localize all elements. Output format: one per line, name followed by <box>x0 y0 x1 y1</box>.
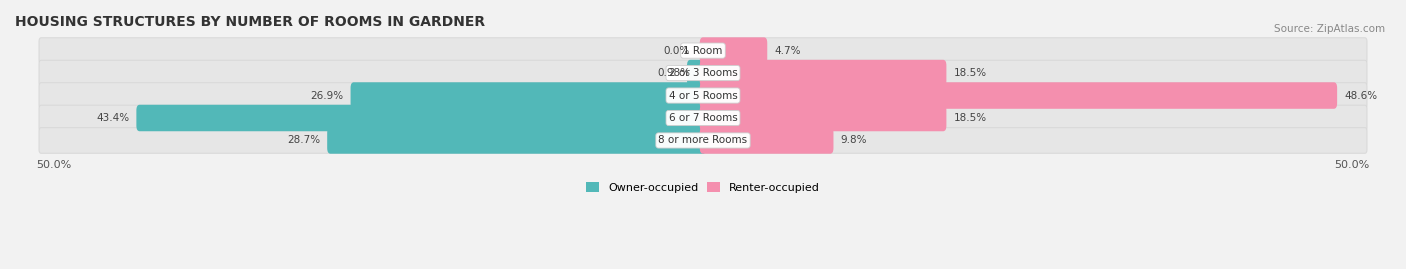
Text: 8 or more Rooms: 8 or more Rooms <box>658 136 748 146</box>
Text: 1 Room: 1 Room <box>683 45 723 56</box>
FancyBboxPatch shape <box>39 38 1367 63</box>
FancyBboxPatch shape <box>700 37 768 64</box>
Text: Source: ZipAtlas.com: Source: ZipAtlas.com <box>1274 24 1385 34</box>
Text: 18.5%: 18.5% <box>953 113 987 123</box>
FancyBboxPatch shape <box>700 60 946 86</box>
FancyBboxPatch shape <box>39 105 1367 131</box>
FancyBboxPatch shape <box>328 127 706 154</box>
Text: 4.7%: 4.7% <box>775 45 801 56</box>
Text: 2 or 3 Rooms: 2 or 3 Rooms <box>669 68 737 78</box>
Text: 9.8%: 9.8% <box>841 136 868 146</box>
Text: 28.7%: 28.7% <box>287 136 321 146</box>
Text: 6 or 7 Rooms: 6 or 7 Rooms <box>669 113 737 123</box>
Text: 48.6%: 48.6% <box>1344 91 1378 101</box>
FancyBboxPatch shape <box>700 82 1337 109</box>
Text: 0.0%: 0.0% <box>664 45 690 56</box>
FancyBboxPatch shape <box>39 60 1367 86</box>
Text: HOUSING STRUCTURES BY NUMBER OF ROOMS IN GARDNER: HOUSING STRUCTURES BY NUMBER OF ROOMS IN… <box>15 15 485 29</box>
FancyBboxPatch shape <box>39 83 1367 108</box>
Text: 26.9%: 26.9% <box>311 91 343 101</box>
Text: 18.5%: 18.5% <box>953 68 987 78</box>
FancyBboxPatch shape <box>136 105 706 131</box>
FancyBboxPatch shape <box>688 60 706 86</box>
FancyBboxPatch shape <box>350 82 706 109</box>
FancyBboxPatch shape <box>39 128 1367 153</box>
FancyBboxPatch shape <box>700 127 834 154</box>
Text: 0.98%: 0.98% <box>657 68 690 78</box>
FancyBboxPatch shape <box>700 105 946 131</box>
Text: 43.4%: 43.4% <box>96 113 129 123</box>
Text: 4 or 5 Rooms: 4 or 5 Rooms <box>669 91 737 101</box>
Legend: Owner-occupied, Renter-occupied: Owner-occupied, Renter-occupied <box>586 182 820 193</box>
